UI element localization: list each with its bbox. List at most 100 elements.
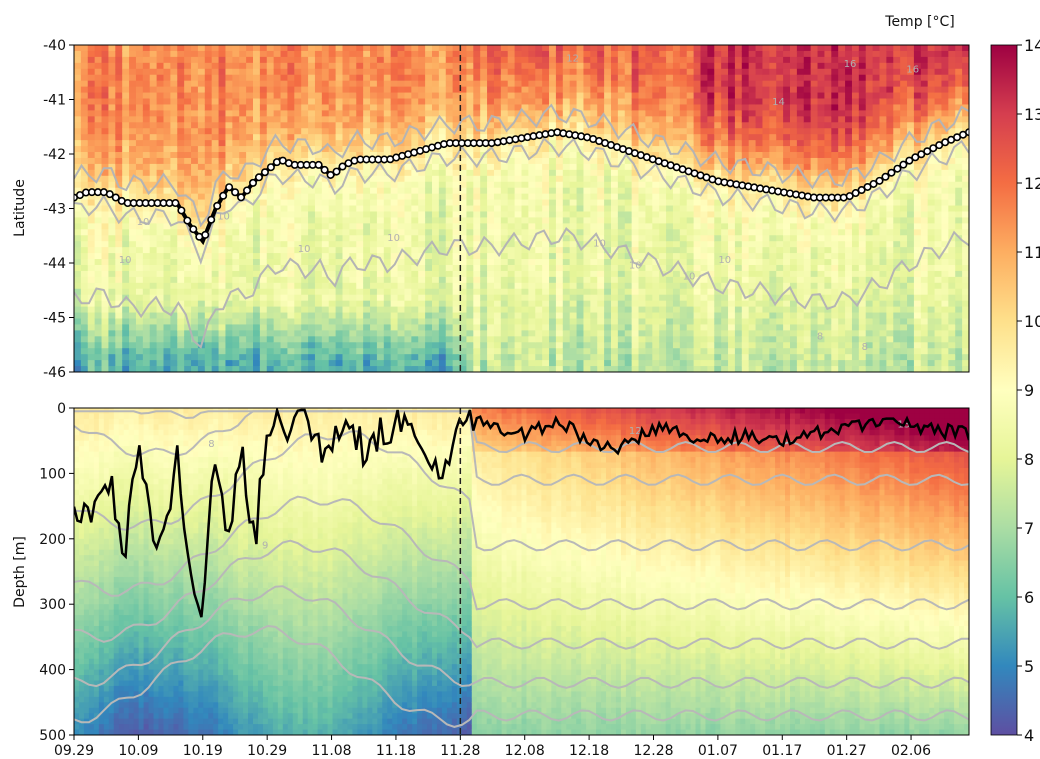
top-heat-cell <box>425 152 433 159</box>
top-heat-cell <box>149 98 158 106</box>
top-heat-cell <box>74 336 82 343</box>
top-heat-cell <box>149 342 158 349</box>
top-heat-cell <box>87 152 96 159</box>
top-heat-cell <box>266 62 275 70</box>
top-heat-cell <box>487 80 495 88</box>
top-heat-cell <box>246 211 254 219</box>
top-heat-cell <box>177 223 185 230</box>
top-heat-cell <box>459 92 468 100</box>
top-heat-cell <box>686 241 695 248</box>
top-heat-cell <box>562 336 571 343</box>
top-heat-cell <box>122 110 130 117</box>
top-heat-cell <box>473 330 481 337</box>
top-heat-cell <box>425 282 433 290</box>
top-heat-cell <box>356 199 364 207</box>
top-heat-cell <box>528 74 536 82</box>
top-heat-cell <box>473 181 481 189</box>
top-heat-cell <box>597 68 605 76</box>
top-heat-cell <box>156 348 165 355</box>
top-heat-cell <box>645 187 653 195</box>
top-heat-cell <box>383 62 392 70</box>
top-heat-cell <box>569 276 578 284</box>
top-heat-cell <box>404 270 412 278</box>
top-heat-cell <box>239 360 247 367</box>
top-heat-cell <box>562 199 571 207</box>
top-heat-cell <box>604 348 612 355</box>
top-heat-cell <box>294 193 302 201</box>
top-heat-cell <box>693 181 702 189</box>
top-heat-cell <box>666 134 674 141</box>
top-heat-cell <box>280 211 289 219</box>
top-heat-cell <box>301 270 309 278</box>
top-heat-cell <box>562 140 571 147</box>
top-heat-cell <box>645 342 653 349</box>
top-heat-cell <box>376 324 385 331</box>
top-heat-cell <box>659 354 667 361</box>
top-heat-cell <box>576 110 585 117</box>
top-heat-cell <box>535 247 543 254</box>
top-heat-cell <box>500 181 509 189</box>
top-heat-cell <box>170 134 178 141</box>
top-heat-cell <box>376 116 385 123</box>
top-heat-cell <box>342 360 350 367</box>
top-heat-cell <box>321 217 330 224</box>
top-heat-cell <box>493 306 502 314</box>
top-heat-cell <box>108 134 116 141</box>
top-heat-cell <box>301 259 309 266</box>
top-heat-cell <box>466 50 474 58</box>
top-heat-cell <box>617 306 626 314</box>
top-heat-cell <box>370 187 378 195</box>
top-heat-cell <box>411 86 419 94</box>
top-heat-cell <box>287 282 295 290</box>
top-heat-cell <box>301 354 309 361</box>
top-heat-cell <box>493 86 502 94</box>
top-heat-cell <box>473 217 481 224</box>
top-heat-cell <box>390 223 399 230</box>
top-heat-cell <box>611 336 619 343</box>
top-heat-cell <box>211 128 220 135</box>
top-heat-cell <box>280 134 289 141</box>
top-heat-cell <box>466 110 474 117</box>
top-heat-cell <box>445 98 454 106</box>
top-heat-cell <box>342 336 350 343</box>
top-heat-cell <box>535 282 543 290</box>
top-heat-cell <box>631 312 640 320</box>
top-heat-cell <box>624 116 633 123</box>
top-heat-cell <box>631 336 640 343</box>
top-heat-cell <box>328 152 337 159</box>
top-heat-cell <box>211 152 220 159</box>
top-heat-cell <box>363 74 371 82</box>
top-heat-cell <box>569 336 578 343</box>
top-heat-cell <box>328 229 337 236</box>
top-heat-cell <box>500 276 509 284</box>
top-heat-cell <box>87 276 96 284</box>
top-heat-cell <box>280 80 289 88</box>
top-heat-cell <box>321 336 330 343</box>
top-heat-cell <box>562 187 571 195</box>
top-heat-cell <box>280 56 289 64</box>
top-heat-cell <box>314 193 323 201</box>
top-heat-cell <box>493 288 502 296</box>
top-heat-cell <box>535 152 543 159</box>
top-heat-cell <box>328 122 337 129</box>
top-heat-cell <box>383 354 392 361</box>
top-heat-cell <box>480 116 488 123</box>
top-heat-cell <box>500 152 509 159</box>
top-heat-cell <box>535 122 543 129</box>
top-heat-cell <box>246 175 254 183</box>
top-heat-cell <box>425 354 433 361</box>
top-heat-cell <box>170 300 178 308</box>
top-heat-cell <box>445 217 454 224</box>
top-heat-cell <box>115 205 123 213</box>
top-heat-cell <box>672 56 681 64</box>
top-heat-cell <box>473 68 481 76</box>
top-heat-cell <box>115 366 123 372</box>
top-heat-cell <box>197 134 206 141</box>
top-heat-cell <box>149 354 158 361</box>
top-heat-cell <box>101 122 110 129</box>
top-heat-cell <box>74 181 82 189</box>
top-heat-cell <box>370 86 378 94</box>
top-heat-cell <box>135 235 144 242</box>
top-heat-cell <box>528 175 536 183</box>
top-heat-cell <box>376 122 385 129</box>
